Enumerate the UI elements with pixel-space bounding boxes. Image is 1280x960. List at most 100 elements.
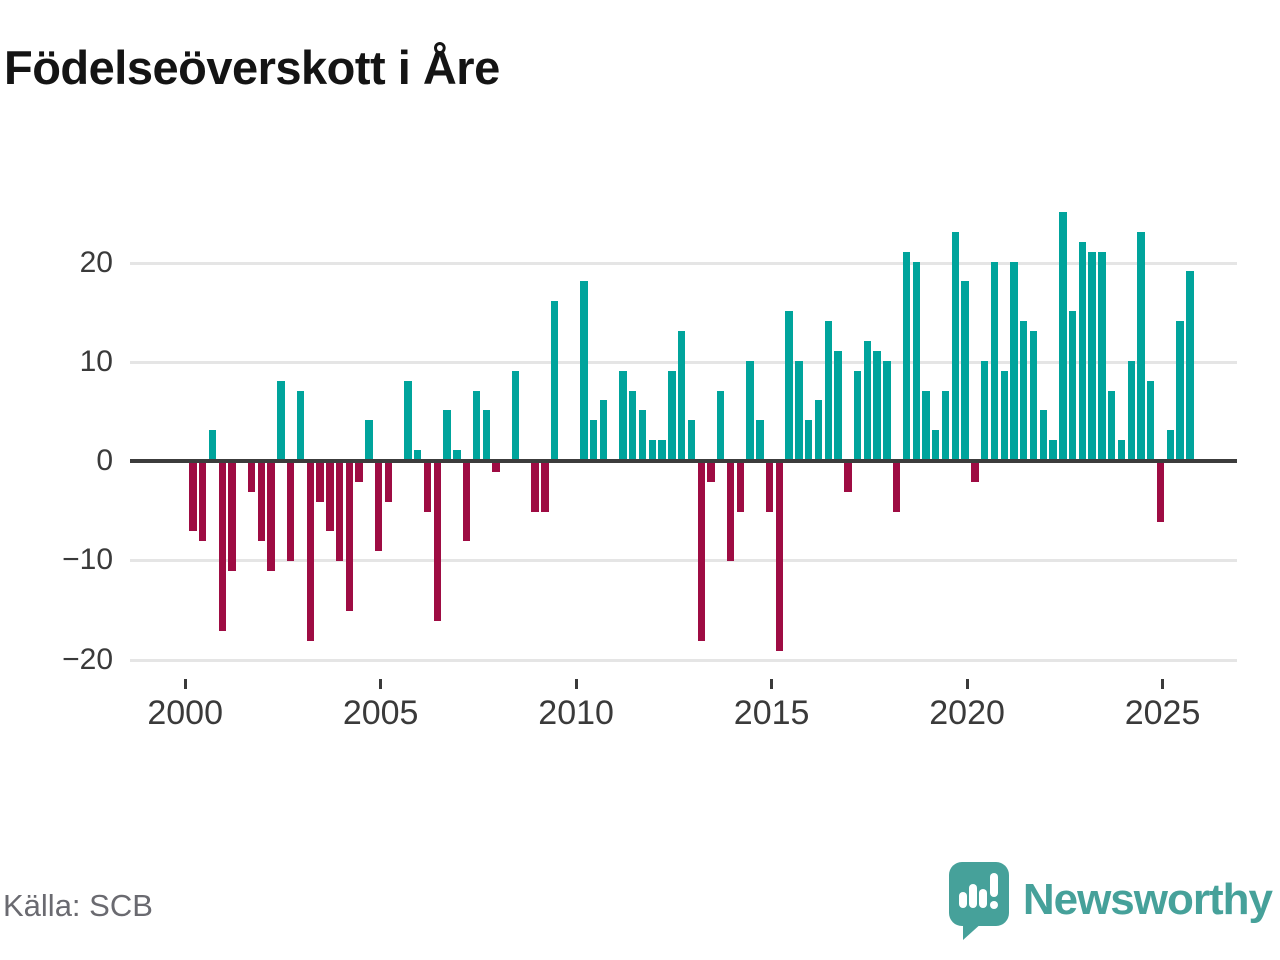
positive-bar bbox=[677, 330, 686, 460]
positive-bar bbox=[296, 390, 305, 460]
positive-bar bbox=[511, 370, 520, 460]
logo-bar-icon bbox=[978, 889, 987, 908]
negative-bar bbox=[218, 462, 226, 631]
positive-bar bbox=[1098, 251, 1106, 460]
positive-bar bbox=[1108, 390, 1116, 460]
x-axis-tick bbox=[770, 679, 774, 689]
positive-bar bbox=[980, 360, 989, 460]
positive-bar bbox=[365, 420, 373, 460]
positive-bar bbox=[912, 261, 920, 460]
positive-bar bbox=[863, 340, 872, 460]
positive-bar bbox=[1088, 251, 1096, 460]
x-axis-tick-label: 2015 bbox=[733, 694, 810, 732]
brand-footer: Newsworthy bbox=[948, 858, 1273, 942]
negative-bar bbox=[423, 462, 432, 512]
negative-bar bbox=[541, 462, 549, 512]
positive-bar bbox=[599, 400, 608, 460]
x-axis-tick bbox=[379, 679, 383, 689]
gridline bbox=[130, 658, 1237, 662]
positive-bar bbox=[902, 251, 911, 460]
y-axis-tick-label: 10 bbox=[79, 344, 113, 378]
x-axis-tick-label: 2005 bbox=[342, 694, 419, 732]
positive-bar bbox=[1029, 330, 1038, 460]
positive-bar bbox=[277, 380, 285, 460]
negative-bar bbox=[492, 462, 500, 472]
negative-bar bbox=[228, 462, 236, 572]
positive-bar bbox=[1078, 241, 1087, 460]
positive-bar bbox=[1176, 321, 1184, 460]
x-axis-tick-label: 2010 bbox=[538, 694, 614, 732]
positive-bar bbox=[453, 450, 461, 460]
positive-bar bbox=[1117, 440, 1126, 460]
positive-bar bbox=[1186, 271, 1194, 460]
x-axis-tick bbox=[183, 679, 187, 689]
positive-bar bbox=[1147, 380, 1155, 460]
negative-bar bbox=[462, 462, 471, 542]
negative-bar bbox=[199, 462, 207, 542]
positive-bar bbox=[756, 420, 764, 460]
negative-bar bbox=[189, 462, 197, 532]
negative-bar bbox=[844, 462, 852, 492]
y-axis-tick-label: −10 bbox=[62, 543, 113, 577]
positive-bar bbox=[208, 430, 217, 460]
positive-bar bbox=[746, 360, 754, 460]
source-note: Källa: SCB bbox=[3, 888, 153, 923]
x-axis-tick-label: 2025 bbox=[1124, 694, 1201, 732]
positive-bar bbox=[1059, 211, 1067, 460]
positive-bar bbox=[668, 370, 676, 460]
gridline bbox=[130, 261, 1237, 265]
newsworthy-logo-icon bbox=[948, 862, 1009, 940]
y-axis-tick-label: 0 bbox=[96, 444, 113, 477]
positive-bar bbox=[1049, 440, 1057, 460]
positive-bar bbox=[922, 390, 930, 460]
positive-bar bbox=[404, 380, 412, 460]
chart-title: Födelseöverskott i Åre bbox=[4, 41, 500, 94]
logo-exclamation-dot-icon bbox=[989, 901, 998, 909]
negative-bar bbox=[257, 462, 266, 542]
negative-bar bbox=[355, 462, 363, 482]
positive-bar bbox=[1127, 360, 1135, 460]
negative-bar bbox=[247, 462, 256, 492]
negative-bar bbox=[287, 462, 295, 562]
positive-bar bbox=[443, 410, 451, 460]
positive-bar bbox=[629, 390, 637, 460]
negative-bar bbox=[726, 462, 735, 562]
positive-bar bbox=[941, 390, 950, 460]
positive-bar bbox=[951, 231, 960, 460]
positive-bar bbox=[1068, 311, 1077, 460]
positive-bar bbox=[795, 360, 803, 460]
logo-exclamation-icon bbox=[989, 873, 998, 897]
x-axis-tick bbox=[574, 679, 578, 689]
x-axis-tick-label: 2020 bbox=[929, 694, 1005, 732]
logo-bar-icon bbox=[958, 892, 967, 908]
positive-bar bbox=[550, 301, 559, 460]
positive-bar bbox=[1137, 231, 1145, 460]
brand-name: Newsworthy bbox=[1022, 875, 1273, 924]
negative-bar bbox=[326, 462, 334, 532]
positive-bar bbox=[883, 360, 891, 460]
negative-bar bbox=[345, 462, 354, 611]
positive-bar bbox=[1020, 321, 1028, 460]
negative-bar bbox=[531, 462, 539, 512]
y-axis-tick-label: −20 bbox=[62, 642, 113, 676]
positive-bar bbox=[834, 350, 842, 460]
negative-bar bbox=[697, 462, 705, 641]
x-axis-tick bbox=[1161, 679, 1165, 689]
positive-bar bbox=[824, 321, 832, 460]
positive-bar bbox=[638, 410, 647, 460]
positive-bar bbox=[1000, 370, 1008, 460]
logo-bar-icon bbox=[968, 884, 977, 908]
positive-bar bbox=[853, 370, 862, 460]
positive-bar bbox=[687, 420, 696, 460]
negative-bar bbox=[267, 462, 275, 572]
negative-bar bbox=[892, 462, 901, 512]
positive-bar bbox=[814, 400, 823, 460]
gridline bbox=[130, 559, 1237, 563]
negative-bar bbox=[736, 462, 744, 512]
negative-bar bbox=[1156, 462, 1165, 522]
negative-bar bbox=[384, 462, 393, 502]
y-axis-tick-label: 20 bbox=[79, 245, 113, 279]
zero-axis-line bbox=[130, 459, 1237, 463]
x-axis-tick bbox=[965, 679, 969, 689]
